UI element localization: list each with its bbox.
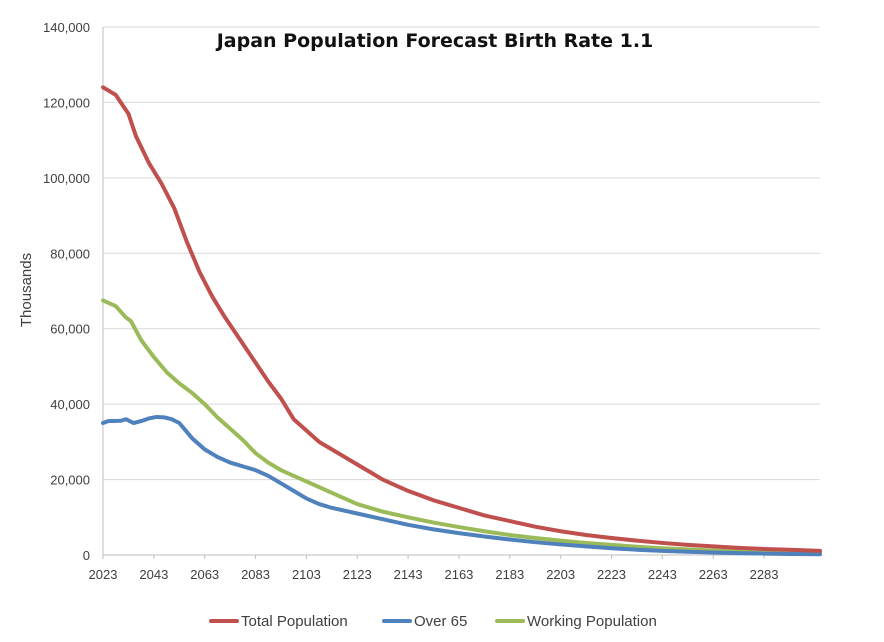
x-tick-label: 2283: [750, 567, 779, 582]
x-tick-label: 2103: [292, 567, 321, 582]
y-tick-label: 100,000: [43, 171, 90, 186]
x-tick-label: 2183: [495, 567, 524, 582]
x-tick-label: 2203: [546, 567, 575, 582]
x-tick-label: 2043: [139, 567, 168, 582]
chart-title: Japan Population Forecast Birth Rate 1.1: [215, 30, 654, 52]
legend: Total Population Over 65 Working Populatio…: [209, 613, 657, 630]
x-tick-label: 2223: [597, 567, 626, 582]
gridlines: [102, 26, 820, 556]
y-tick-label: 120,000: [43, 95, 90, 110]
y-tick-label: 80,000: [50, 246, 90, 261]
y-tick-label: 140,000: [43, 20, 90, 35]
x-tick-label: 2143: [394, 567, 423, 582]
y-tick-label: 20,000: [50, 473, 90, 488]
x-tick-label: 2163: [444, 567, 473, 582]
x-tick-label: 2063: [190, 567, 219, 582]
series-lines: [101, 85, 822, 557]
series-line-total-population: [101, 85, 822, 553]
legend-label: Over 65: [414, 613, 467, 630]
y-axis-title: Thousands: [18, 253, 35, 327]
y-tick-label: 0: [83, 548, 90, 563]
legend-label: Total Population: [241, 613, 348, 630]
x-tick-label: 2243: [648, 567, 677, 582]
x-tick-label: 2263: [699, 567, 728, 582]
legend-label: Working Population: [527, 613, 657, 630]
y-tick-label: 40,000: [50, 397, 90, 412]
y-axis-tick-labels: 0 20,000 40,000 60,000 80,000 100,000 120,000 1…: [43, 20, 90, 563]
x-tick-label: 2083: [241, 567, 270, 582]
x-tick-label: 2023: [89, 567, 118, 582]
x-tick-label: 2123: [343, 567, 372, 582]
x-axis-tick-labels: 2023 2043 2063 2083 2103 2123 2143 2163 2183 2203…: [89, 555, 779, 582]
y-tick-label: 60,000: [50, 322, 90, 337]
series-line-working-population: [101, 298, 822, 556]
series-line-over-65: [101, 414, 822, 557]
